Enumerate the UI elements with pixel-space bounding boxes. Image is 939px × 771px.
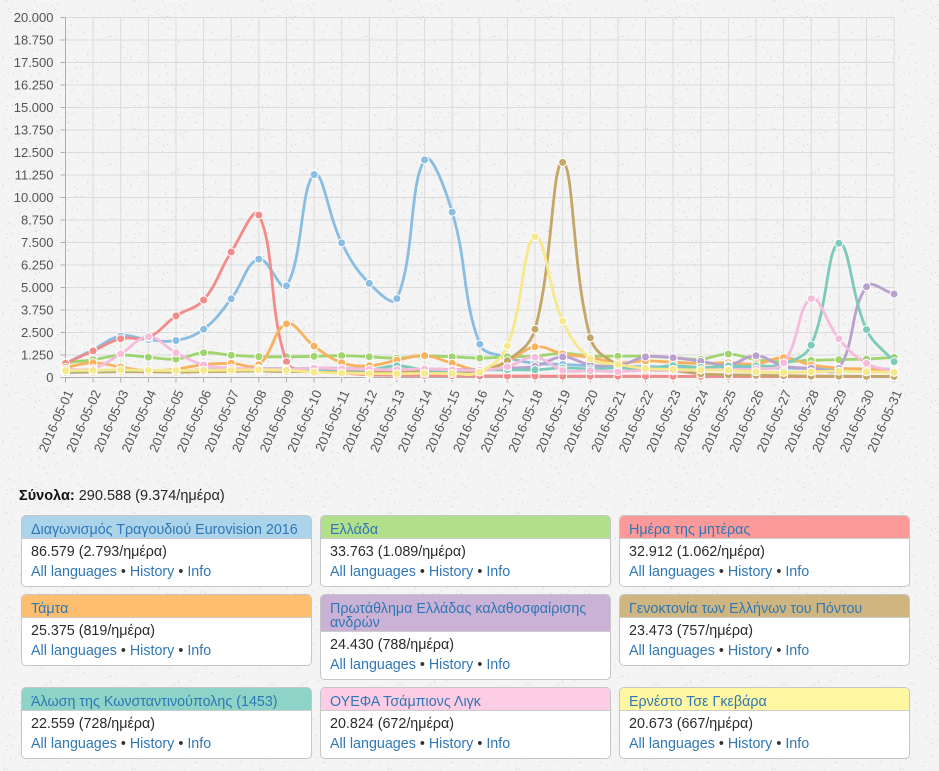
- svg-text:6.250: 6.250: [21, 258, 54, 273]
- svg-text:3.750: 3.750: [21, 303, 54, 318]
- svg-text:1.250: 1.250: [21, 348, 54, 363]
- svg-text:15.000: 15.000: [14, 100, 54, 115]
- svg-text:0: 0: [46, 370, 53, 385]
- svg-text:10.000: 10.000: [14, 190, 54, 205]
- svg-text:2.500: 2.500: [21, 325, 54, 340]
- svg-text:7.500: 7.500: [21, 235, 54, 250]
- svg-text:8.750: 8.750: [21, 213, 54, 228]
- svg-text:16.250: 16.250: [14, 78, 54, 93]
- svg-text:13.750: 13.750: [14, 123, 54, 138]
- svg-text:18.750: 18.750: [14, 33, 54, 48]
- svg-text:12.500: 12.500: [14, 145, 54, 160]
- svg-text:5.000: 5.000: [21, 280, 54, 295]
- svg-text:17.500: 17.500: [14, 55, 54, 70]
- svg-text:11.250: 11.250: [15, 168, 54, 183]
- svg-text:20.000: 20.000: [14, 10, 54, 25]
